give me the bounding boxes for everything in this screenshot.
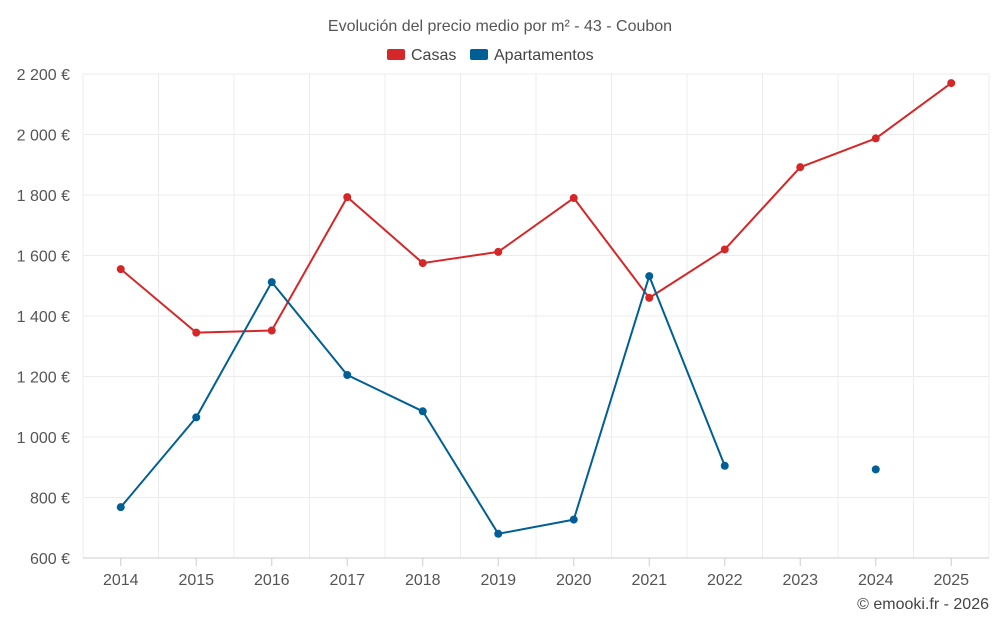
data-point-apartamentos-2021[interactable] xyxy=(645,272,654,281)
data-point-apartamentos-2022[interactable] xyxy=(720,461,729,470)
data-point-casas-2025[interactable] xyxy=(947,79,956,88)
data-point-apartamentos-2015[interactable] xyxy=(192,413,201,422)
x-tick-label: 2016 xyxy=(254,572,290,589)
chart-title: Evolución del precio medio por m² - 43 -… xyxy=(328,18,672,35)
x-tick-label: 2020 xyxy=(556,572,592,589)
data-point-casas-2024[interactable] xyxy=(871,134,880,143)
y-tick-label: 2 000 € xyxy=(17,128,70,145)
data-point-apartamentos-2017[interactable] xyxy=(343,370,352,379)
x-tick-label: 2023 xyxy=(782,572,818,589)
legend-swatch-apartamentos xyxy=(470,49,488,60)
data-point-casas-2014[interactable] xyxy=(116,265,125,274)
series-line-casas xyxy=(120,82,952,334)
y-tick-label: 1 200 € xyxy=(17,370,70,387)
x-tick-label: 2025 xyxy=(933,572,969,589)
legend-label-apartamentos[interactable]: Apartamentos xyxy=(494,47,594,64)
data-point-casas-2017[interactable] xyxy=(343,193,352,202)
legend-label-casas[interactable]: Casas xyxy=(411,47,456,64)
legend-swatch-casas xyxy=(387,49,405,60)
series-layer xyxy=(116,79,956,538)
data-point-apartamentos-2016[interactable] xyxy=(267,278,276,287)
x-tick-label: 2022 xyxy=(707,572,743,589)
data-point-casas-2020[interactable] xyxy=(569,194,578,203)
y-tick-label: 2 200 € xyxy=(17,67,70,84)
y-tick-label: 800 € xyxy=(30,491,70,508)
data-point-casas-2015[interactable] xyxy=(192,328,201,337)
x-tick-label: 2014 xyxy=(103,572,139,589)
data-point-apartamentos-2014[interactable] xyxy=(116,503,125,512)
data-point-casas-2022[interactable] xyxy=(720,245,729,254)
credit-text: © emooki.fr - 2026 xyxy=(857,596,989,613)
y-tick-label: 1 800 € xyxy=(17,188,70,205)
x-tick-label: 2015 xyxy=(178,572,214,589)
y-axis: 600 € 800 € 1 000 € 1 200 € 1 400 € 1 600 € 1 … xyxy=(17,67,70,568)
data-point-apartamentos-2018[interactable] xyxy=(418,407,427,416)
data-point-casas-2016[interactable] xyxy=(267,326,276,335)
x-axis: 2014 2015 2016 2017 2018 2019 2020 2021 2022 2023… xyxy=(83,557,989,589)
data-point-apartamentos-2020[interactable] xyxy=(569,515,578,524)
series-casas xyxy=(116,79,956,337)
data-point-casas-2021[interactable] xyxy=(645,293,654,302)
legend: Casas Apartamentos xyxy=(387,47,594,64)
y-tick-label: 1 000 € xyxy=(17,430,70,447)
x-tick-label: 2017 xyxy=(329,572,365,589)
data-point-apartamentos-2024[interactable] xyxy=(871,465,880,474)
grid xyxy=(82,73,990,559)
data-point-casas-2018[interactable] xyxy=(418,259,427,268)
x-tick-label: 2021 xyxy=(631,572,667,589)
series-line-apartamentos xyxy=(119,275,726,535)
x-tick-label: 2024 xyxy=(858,572,894,589)
series-apartamentos xyxy=(116,272,880,538)
y-tick-label: 1 400 € xyxy=(17,309,70,326)
data-point-casas-2019[interactable] xyxy=(494,247,503,256)
x-tick-label: 2019 xyxy=(480,572,516,589)
data-point-casas-2023[interactable] xyxy=(796,163,805,172)
data-point-apartamentos-2019[interactable] xyxy=(494,529,503,538)
y-tick-label: 600 € xyxy=(30,551,70,568)
x-tick-label: 2018 xyxy=(405,572,441,589)
y-tick-label: 1 600 € xyxy=(17,249,70,266)
